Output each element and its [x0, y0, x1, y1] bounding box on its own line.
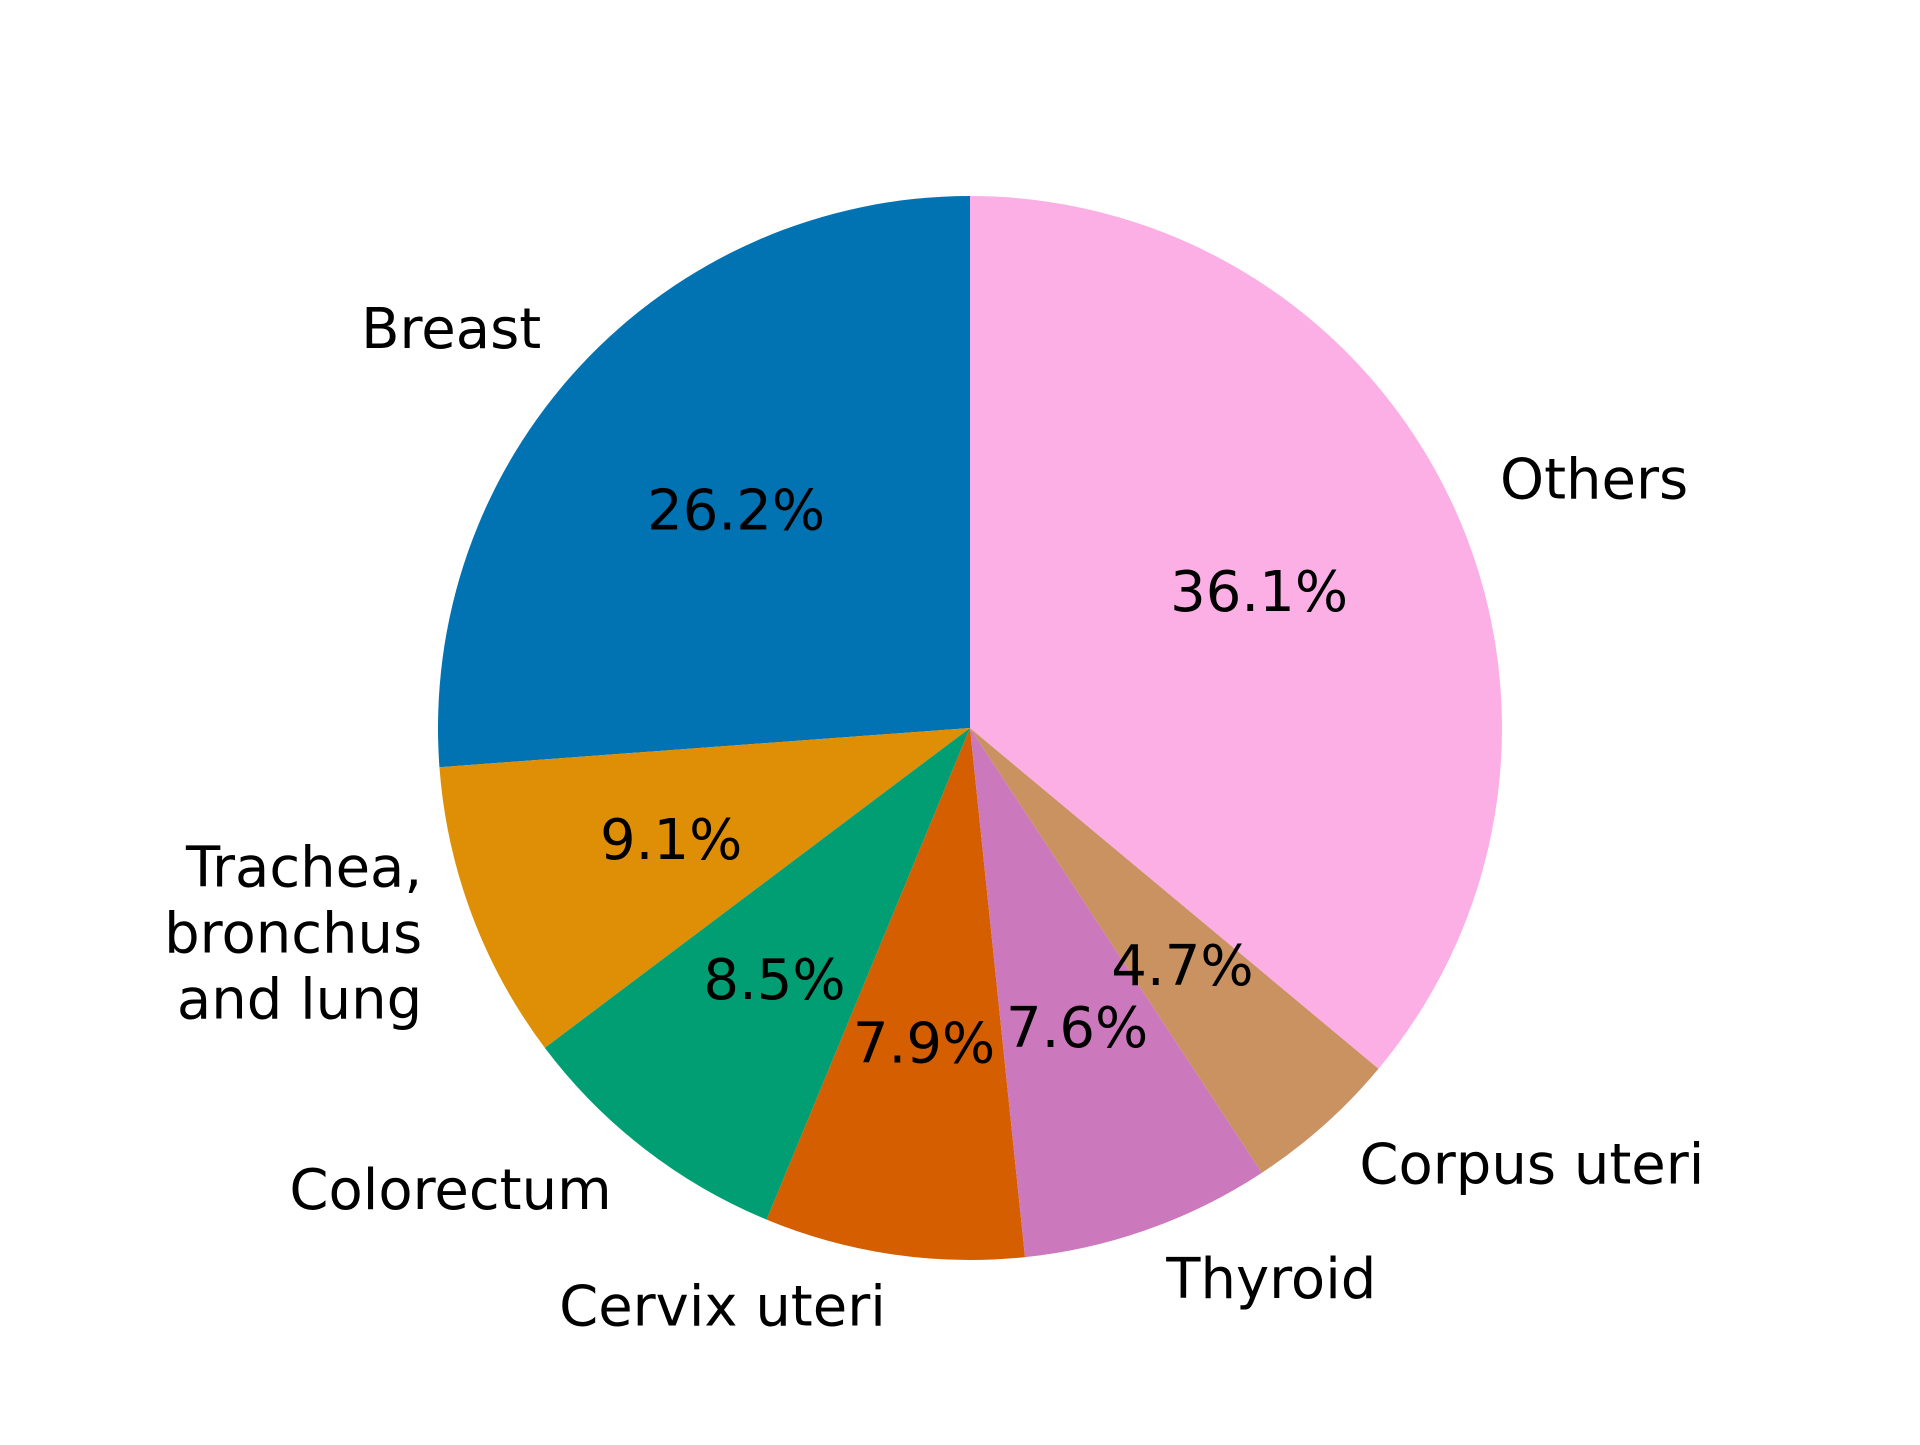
percentage-labels: 26.2% 9.1% 8.5%7.9% 7.6%4.7% 36.1%: [600, 478, 1348, 1076]
pie-slices: [437, 196, 1502, 1260]
category-label-corpus-uteri: Corpus uteri: [1359, 1132, 1704, 1197]
category-labels: Breast Trachea, bronchus and lung Colorectum…: [164, 297, 1704, 1339]
pie-slice-corpus-uteri: [970, 728, 1379, 1173]
pie-slice-trachea-bronchus-and-lung: [439, 728, 970, 1048]
pct-label-others: 36.1%: [1170, 560, 1348, 625]
pie-slice-cervix-uteri: [766, 728, 1026, 1260]
pct-label-thyroid: 7.6%: [1006, 996, 1148, 1061]
pct-label-cervix-uteri: 7.9%: [853, 1011, 995, 1076]
category-label-cervix-uteri: Cervix uteri: [559, 1275, 886, 1340]
pie-slice-others: [970, 196, 1502, 1069]
category-label-others: Others: [1500, 447, 1688, 512]
category-label-thyroid: Thyroid: [1165, 1247, 1376, 1312]
pct-label-corpus-uteri: 4.7%: [1111, 934, 1253, 999]
pie-slice-colorectum: [544, 728, 970, 1220]
pie-slice-thyroid: [970, 728, 1262, 1258]
pct-label-breast: 26.2%: [647, 478, 825, 543]
category-label-trachea-bronchus-and-lung: Trachea, bronchus and lung: [164, 835, 422, 1032]
category-label-colorectum: Colorectum: [289, 1158, 611, 1223]
pct-label-colorectum: 8.5%: [703, 948, 845, 1013]
pie-slice-breast: [437, 196, 971, 768]
category-label-breast: Breast: [361, 297, 541, 362]
pct-label-trachea-bronchus-and-lung: 9.1%: [600, 808, 742, 873]
